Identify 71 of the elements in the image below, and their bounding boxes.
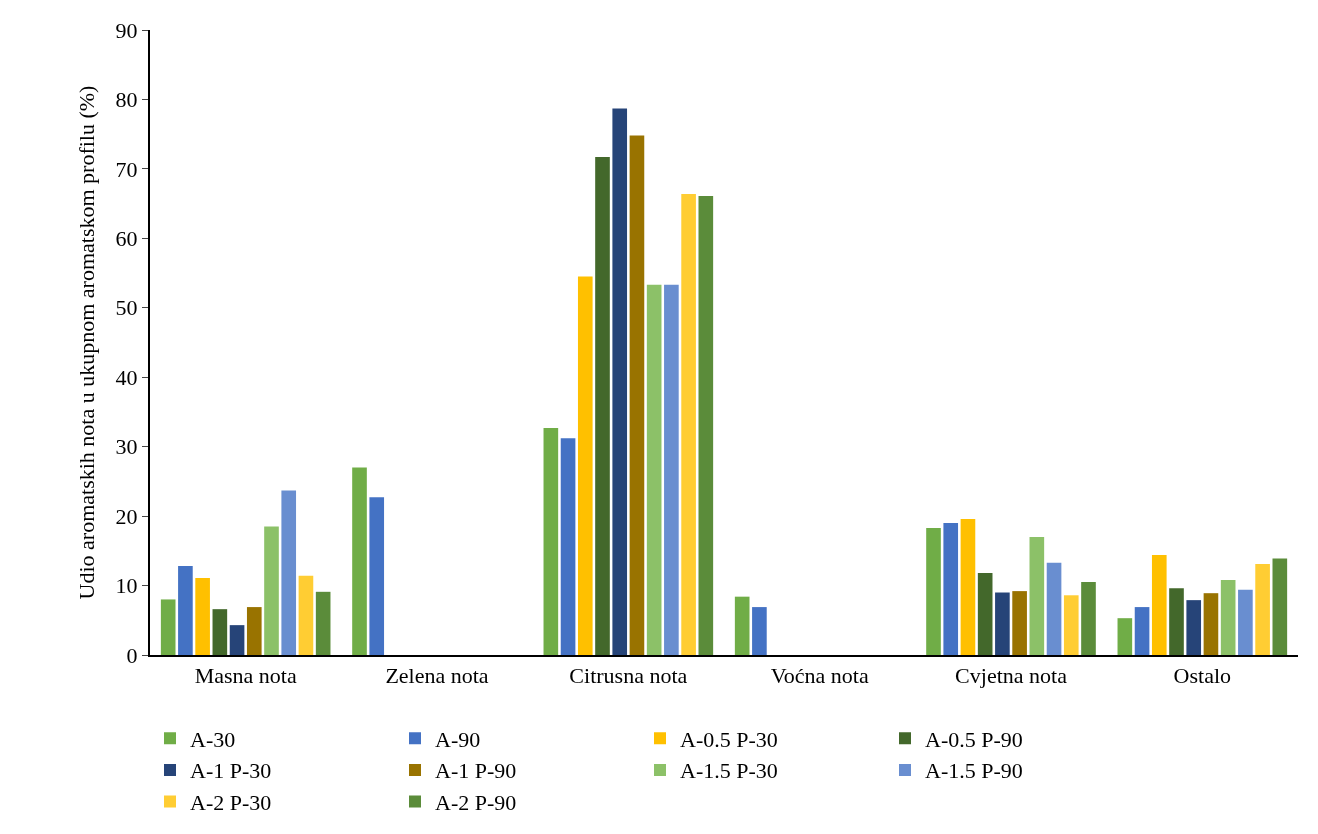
bar [943, 523, 959, 655]
y-tick-label: 70 [115, 156, 138, 182]
bar [1272, 558, 1288, 655]
bar [1238, 589, 1253, 655]
bar [369, 497, 385, 655]
bar [1151, 555, 1167, 655]
bar [977, 573, 993, 655]
bar [195, 577, 210, 655]
legend-label: A-1 P-90 [435, 758, 517, 784]
y-tick-label: 20 [115, 503, 138, 529]
x-tick-label: Voćna nota [770, 663, 869, 689]
y-tick-label: 90 [115, 17, 138, 43]
bar [698, 195, 714, 655]
legend-label: A-0.5 P-90 [925, 726, 1023, 752]
x-tick-label: Ostalo [1173, 663, 1232, 689]
bar [246, 607, 262, 655]
bar [664, 284, 679, 655]
bar [1203, 593, 1219, 655]
y-tick-label: 80 [115, 87, 138, 113]
bar [960, 518, 976, 655]
x-tick-label: Masna nota [194, 663, 297, 689]
x-tick-label: Citrusna nota [569, 663, 688, 689]
legend-label: A-30 [190, 726, 236, 752]
bar [212, 609, 228, 655]
bar [178, 566, 193, 655]
bar [315, 591, 331, 655]
legend-label: A-1.5 P-90 [925, 758, 1023, 784]
bar [629, 135, 645, 655]
bar [734, 596, 750, 655]
bar [352, 467, 367, 655]
legend-label: A-2 P-90 [435, 790, 517, 816]
bar [1012, 591, 1027, 655]
x-tick-label: Cvjetna nota [955, 663, 1068, 689]
bar [229, 625, 245, 655]
y-tick-label: 10 [115, 573, 138, 599]
bar [646, 284, 662, 655]
bar [1134, 607, 1150, 655]
bar [595, 157, 610, 655]
bar [995, 592, 1010, 655]
y-tick-label: 60 [115, 226, 138, 252]
legend-label: A-0.5 P-30 [680, 726, 778, 752]
legend-label: A-1.5 P-30 [680, 758, 778, 784]
x-tick-label: Zelena nota [385, 663, 489, 689]
bar [1081, 582, 1096, 655]
y-tick-label: 0 [126, 642, 138, 668]
bar [752, 607, 767, 655]
y-axis-title: Udio aromatskih nota u ukupnom aromatskom profilu (%) [73, 85, 99, 600]
bar [281, 490, 297, 655]
legend-label: A-1 P-30 [190, 758, 272, 784]
bar [926, 527, 941, 655]
bar [1220, 580, 1236, 655]
bar [577, 276, 593, 655]
bar [1117, 618, 1133, 655]
y-tick-label: 30 [115, 434, 138, 460]
bar [612, 108, 628, 655]
bar [160, 599, 176, 655]
bar [560, 438, 576, 655]
bar [1029, 536, 1045, 655]
y-tick-label: 40 [115, 364, 138, 390]
bar [1186, 600, 1202, 655]
bar [264, 526, 279, 655]
bar [1255, 564, 1270, 655]
bar [681, 193, 696, 655]
bar [298, 575, 314, 655]
bar [543, 427, 559, 655]
bar [1046, 562, 1062, 655]
y-tick-label: 50 [115, 295, 138, 321]
bar [1063, 595, 1079, 655]
bar [1169, 588, 1184, 655]
legend-label: A-90 [435, 726, 481, 752]
legend-label: A-2 P-30 [190, 790, 272, 816]
